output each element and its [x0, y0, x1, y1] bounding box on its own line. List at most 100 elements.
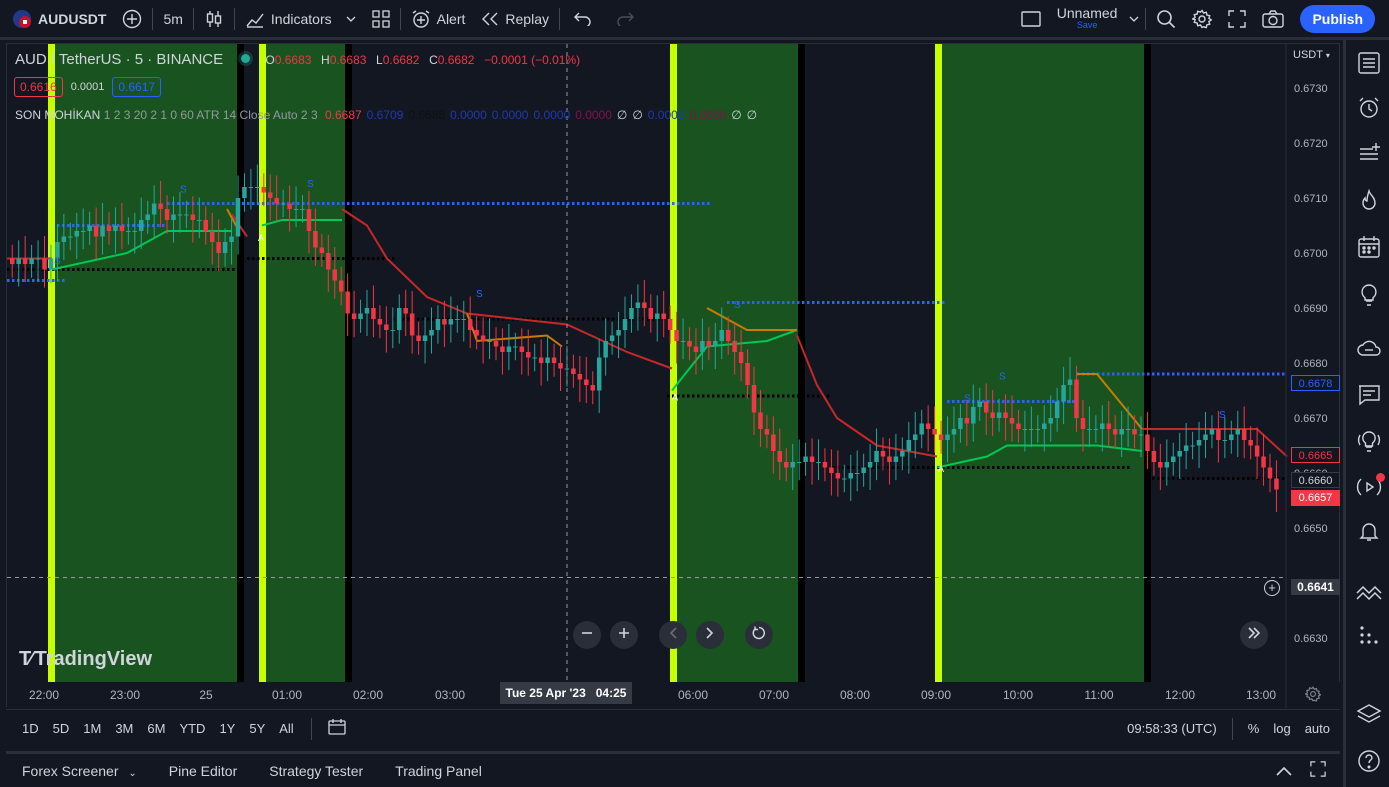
collapse-panel-button[interactable] — [1264, 763, 1304, 779]
watchlist-button[interactable] — [1354, 50, 1384, 80]
zone-start-bar — [259, 44, 266, 682]
chart-pane[interactable]: 0.6730 0.6720 0.6710 0.6700 0.6690 0.6680 0.66… — [6, 43, 1341, 708]
redo-icon — [616, 12, 634, 26]
templates-button[interactable] — [364, 0, 398, 38]
fullscreen-button[interactable] — [1220, 0, 1254, 38]
range-button-3m[interactable]: 3M — [115, 721, 134, 736]
range-button-5y[interactable]: 5Y — [249, 721, 266, 736]
compare-button[interactable] — [114, 0, 150, 38]
goto-date-button[interactable] — [322, 719, 352, 738]
indicator-name: SON MOHİKAN — [15, 108, 101, 122]
interval-button[interactable]: 5m — [155, 0, 190, 38]
signal-zone — [259, 44, 345, 682]
candle-body — [222, 242, 228, 253]
publish-button[interactable]: Publish — [1300, 4, 1375, 33]
undo-button[interactable] — [562, 0, 604, 38]
candle-body — [1112, 429, 1118, 435]
ideas-button[interactable] — [1354, 282, 1384, 312]
settings-button[interactable] — [1184, 0, 1220, 38]
currency-label: USDT — [1293, 49, 1323, 61]
scroll-right-button[interactable] — [696, 621, 724, 649]
range-button-ytd[interactable]: YTD — [179, 721, 206, 736]
log-toggle[interactable]: log — [1273, 721, 1291, 736]
range-button-1m[interactable]: 1M — [83, 721, 102, 736]
candle-body — [532, 357, 537, 359]
candle-body — [29, 258, 34, 264]
layout-menu-button[interactable] — [1125, 0, 1143, 38]
maximize-panel-button[interactable] — [1304, 761, 1340, 780]
streams-button[interactable] — [1354, 473, 1385, 504]
bid-price-button[interactable]: 0.6616 — [14, 77, 63, 97]
scroll-left-button[interactable] — [659, 621, 687, 649]
list-icon — [1357, 51, 1381, 80]
indicator-value: 0.0000 — [575, 108, 612, 122]
calendar-button[interactable] — [1354, 234, 1384, 264]
zone-start-bar — [935, 44, 942, 682]
layout-checkbox[interactable] — [1013, 0, 1049, 38]
layout-name-button[interactable]: Unnamed Save — [1049, 0, 1126, 38]
layers-button[interactable] — [1354, 702, 1384, 732]
range-button-5d[interactable]: 5D — [52, 721, 70, 736]
add-alert-plus-button[interactable]: + — [1264, 580, 1280, 596]
calendar-range-icon — [328, 719, 346, 738]
price-currency-button[interactable]: USDT ▾ — [1293, 49, 1330, 61]
percent-toggle[interactable]: % — [1247, 721, 1260, 736]
zoom-in-button[interactable] — [610, 621, 638, 649]
alert-label: Alert — [436, 10, 466, 27]
symbol-search[interactable]: AUDUSDT — [0, 0, 114, 38]
candle-body — [738, 352, 744, 363]
range-button-1d[interactable]: 1D — [22, 721, 39, 736]
tab-forex-screener[interactable]: Forex Screener ⌄ — [6, 763, 153, 779]
replay-button[interactable]: Replay — [473, 0, 557, 38]
help-button[interactable] — [1354, 748, 1384, 778]
snapshot-button[interactable] — [1254, 0, 1292, 38]
indicator-value: 0.0000 — [450, 108, 487, 122]
utc-clock[interactable]: 09:58:33 (UTC) — [1127, 721, 1217, 736]
range-button-all[interactable]: All — [279, 721, 294, 736]
search-button[interactable] — [1148, 0, 1184, 38]
tab-strategy-tester[interactable]: Strategy Tester — [253, 763, 379, 779]
redo-button[interactable] — [604, 0, 646, 38]
candle-body — [661, 313, 666, 319]
candle-body — [1216, 429, 1221, 440]
price-chart[interactable]: 0.6730 0.6720 0.6710 0.6700 0.6690 0.6680 0.66… — [7, 44, 1341, 708]
spread-value: 0.0001 — [70, 81, 105, 93]
symbol-title[interactable]: AUD / TetherUS · 5 · BINANCE — [15, 51, 224, 68]
chevron-down-icon: ▾ — [1325, 51, 1330, 60]
auto-toggle[interactable]: auto — [1304, 721, 1330, 736]
candle-body — [667, 319, 673, 330]
indicators-button[interactable]: Indicators — [237, 0, 364, 38]
time-tick-label: 02:00 — [353, 688, 383, 702]
candle-body — [590, 385, 595, 391]
reset-chart-button[interactable] — [745, 621, 773, 649]
price-tick-label: 0.6690 — [1294, 303, 1328, 315]
alarm-clock-icon — [1357, 96, 1381, 125]
axis-settings-button[interactable] — [1304, 686, 1322, 707]
live-streams-button[interactable] — [1354, 428, 1384, 458]
zoom-out-button[interactable] — [573, 621, 601, 649]
alerts-button[interactable] — [1354, 95, 1384, 125]
dom-button[interactable] — [1354, 622, 1384, 652]
chat-button[interactable] — [1354, 336, 1384, 366]
calendar-icon — [1357, 235, 1381, 264]
scroll-to-realtime-button[interactable] — [1240, 621, 1268, 649]
ask-price-button[interactable]: 0.6617 — [112, 77, 162, 97]
object-tree-button[interactable] — [1354, 140, 1384, 170]
candle-body — [835, 473, 841, 479]
tab-trading-panel[interactable]: Trading Panel — [379, 763, 498, 779]
messages-button[interactable] — [1354, 382, 1384, 412]
range-button-6m[interactable]: 6M — [147, 721, 166, 736]
ohlc-change: −0.0001 (−0.01%) — [484, 53, 581, 67]
indicator-legend-row[interactable]: SON MOHİKAN 1 2 3 20 2 1 0 60 ATR 14 Clo… — [15, 108, 762, 122]
hotlists-button[interactable] — [1354, 188, 1384, 218]
range-button-1y[interactable]: 1Y — [219, 721, 236, 736]
trading-button[interactable] — [1354, 578, 1384, 608]
chart-type-button[interactable] — [196, 0, 232, 38]
candle-body — [1222, 440, 1228, 441]
tab-pine-editor[interactable]: Pine Editor — [153, 763, 253, 779]
candle-body — [487, 341, 492, 342]
alert-button[interactable]: Alert — [403, 0, 474, 38]
notifications-button[interactable] — [1354, 518, 1384, 548]
candle-body — [854, 473, 860, 474]
